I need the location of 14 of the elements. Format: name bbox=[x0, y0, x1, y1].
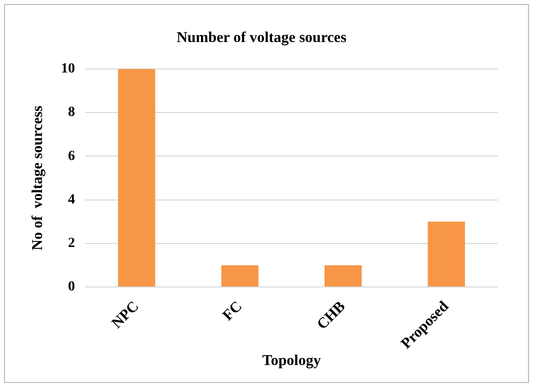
y-tick-label: 6 bbox=[68, 148, 75, 164]
y-axis-title: No of voltage sourcess bbox=[30, 106, 46, 250]
y-tick-label: 4 bbox=[68, 192, 75, 208]
bar bbox=[118, 69, 156, 287]
bar bbox=[428, 222, 465, 287]
bar bbox=[221, 265, 258, 287]
y-tick-label: 0 bbox=[68, 280, 75, 295]
y-tick-label: 2 bbox=[68, 236, 75, 252]
y-tick-label: 10 bbox=[61, 62, 75, 77]
x-tick-label: FC bbox=[220, 298, 246, 324]
y-tick-label: 8 bbox=[68, 105, 75, 120]
chart-title: Number of voltage sources bbox=[176, 30, 347, 46]
x-axis-title: Topology bbox=[262, 352, 322, 369]
bar bbox=[324, 265, 362, 287]
